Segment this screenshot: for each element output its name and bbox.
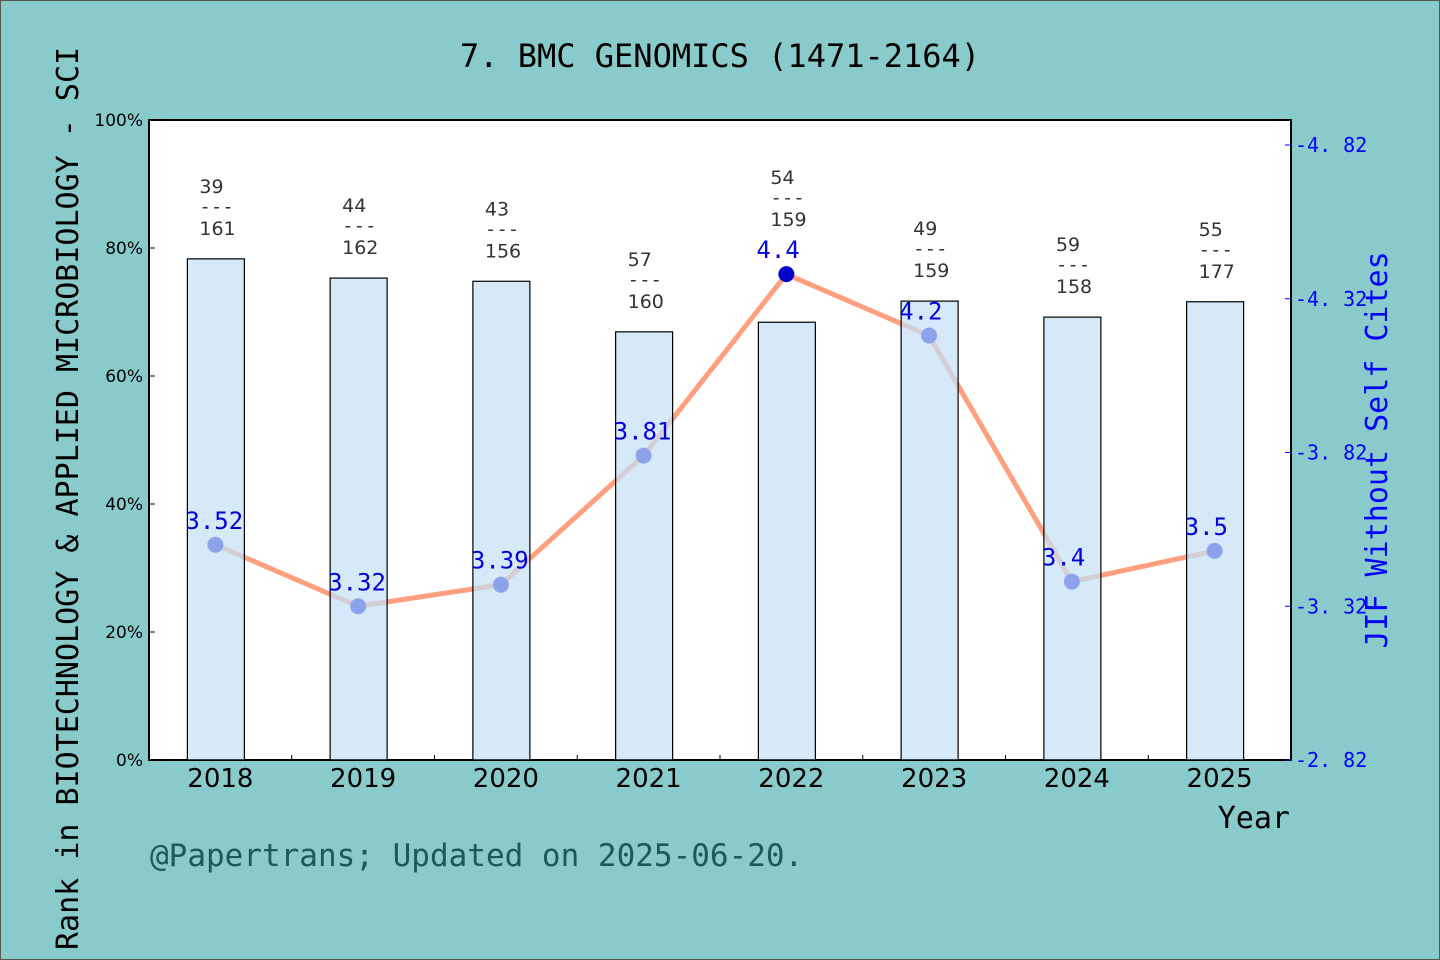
jif-label: 4.2 [899,298,942,326]
rank-bar [1186,301,1245,761]
total-label: 162 [342,237,378,259]
rank-label: 44 [342,195,366,217]
total-label: 160 [628,291,664,313]
rank-bar [329,277,388,761]
rank-label: 43 [485,198,509,220]
jif-label: 3.39 [471,547,529,575]
rank-divider: --- [628,269,662,291]
x-tick-label: 2025 [1187,764,1253,794]
y2-tick-label: -3. 82 [1295,441,1367,465]
y2-tick-label: -4. 32 [1295,287,1367,311]
y2-tick-label: -4. 82 [1295,133,1367,157]
y-tick-label: 40% [105,495,143,515]
jif-label: 3.4 [1042,544,1085,572]
rank-bar [472,280,531,761]
footer-note: @Papertrans; Updated on 2025-06-20. [150,838,803,874]
y-tick-label: 60% [105,367,143,387]
jif-label: 3.52 [185,507,243,535]
rank-bar [757,321,816,761]
x-tick-label: 2024 [1044,764,1110,794]
rank-label: 59 [1056,234,1080,256]
y-axis-label: Rank in BIOTECHNOLOGY & APPLIED MICROBIO… [51,47,86,950]
y2-tick-label: -2. 82 [1295,748,1367,772]
jif-label: 3.5 [1185,513,1228,541]
x-tick-label: 2019 [330,764,396,794]
y2-tick-label: -3. 32 [1295,594,1367,618]
jif-label: 3.32 [328,568,386,596]
rank-bar [615,331,674,761]
rank-bar [900,300,959,761]
rank-divider: --- [485,218,519,240]
rank-divider: --- [770,187,804,209]
y2-axis-label: JIF Without Self Cites [1360,251,1395,648]
y-tick-label: 20% [105,623,143,643]
rank-label: 54 [770,167,794,189]
total-label: 159 [770,209,806,231]
x-tick-label: 2018 [187,764,253,794]
rank-divider: --- [1199,239,1233,261]
x-tick-label: 2022 [758,764,824,794]
jif-label: 4.4 [756,236,799,264]
rank-divider: --- [1056,254,1090,276]
y-tick-label: 0% [116,751,143,771]
total-label: 159 [913,260,949,282]
x-tick-label: 2021 [616,764,682,794]
rank-label: 55 [1199,219,1223,241]
rank-label: 49 [913,218,937,240]
total-label: 158 [1056,276,1092,298]
y-tick-label: 80% [105,239,143,259]
rank-bar [186,258,245,761]
jif-point [778,266,795,283]
y-tick-label: 100% [94,111,143,131]
x-axis-label: Year [1218,801,1290,836]
rank-label: 57 [628,249,652,271]
rank-divider: --- [913,238,947,260]
plot-area [148,119,1292,761]
jif-label: 3.81 [614,418,672,446]
chart-title: 7. BMC GENOMICS (1471-2164) [460,37,980,75]
rank-divider: --- [342,215,376,237]
x-tick-label: 2023 [901,764,967,794]
rank-divider: --- [199,196,233,218]
rank-bar [1043,316,1102,761]
x-tick-label: 2020 [473,764,539,794]
total-label: 156 [485,240,521,262]
total-label: 161 [199,218,235,240]
rank-label: 39 [199,176,223,198]
total-label: 177 [1199,261,1235,283]
